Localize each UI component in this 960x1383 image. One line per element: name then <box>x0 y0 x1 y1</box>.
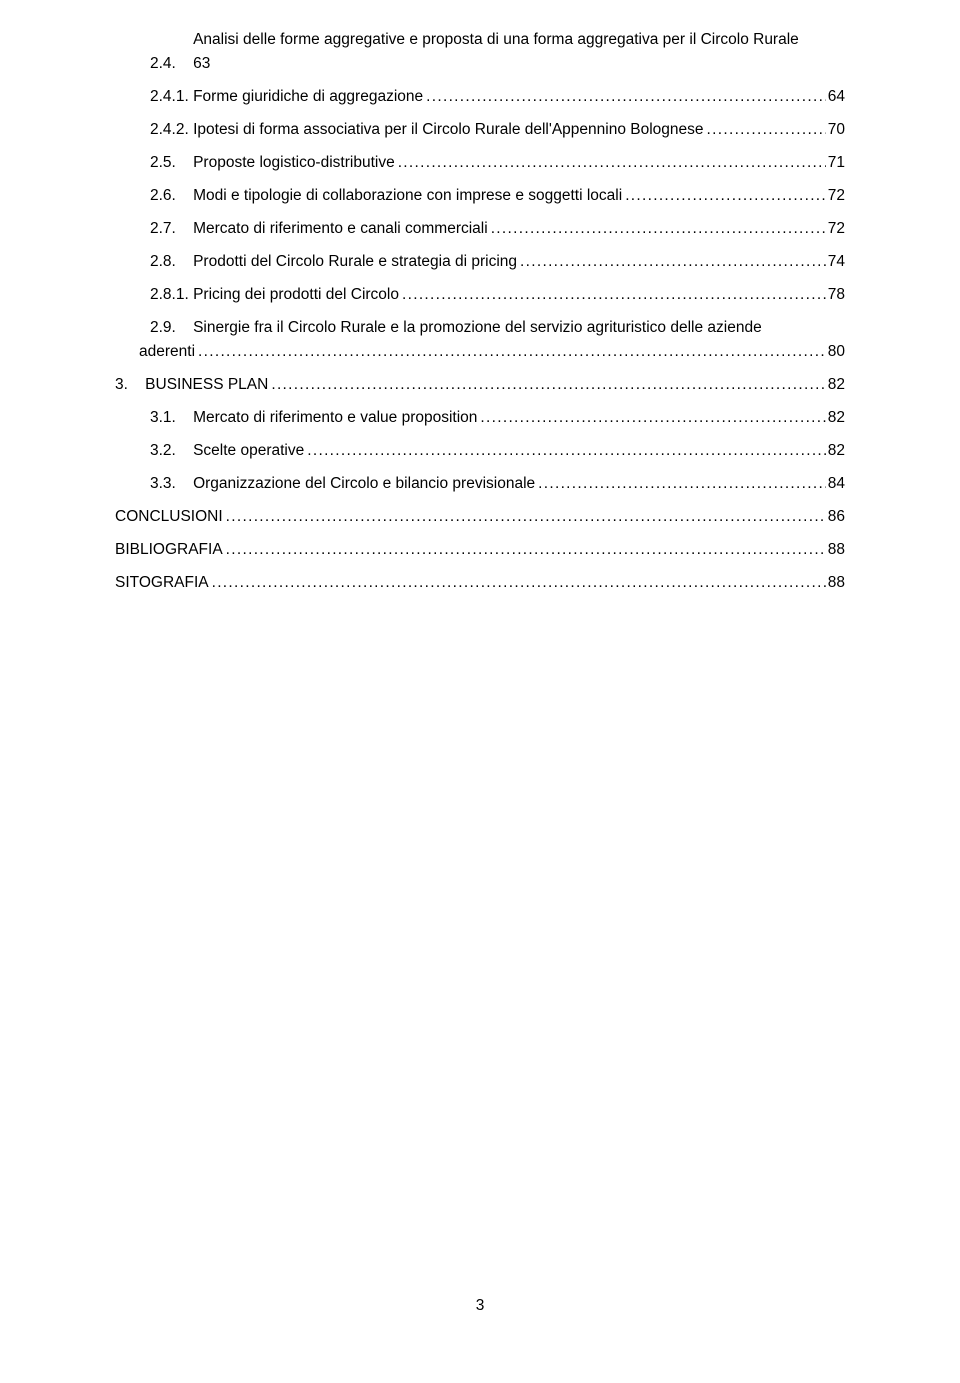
toc-page: 70 <box>826 118 845 142</box>
toc-leader: ........................................… <box>268 373 825 397</box>
toc-label: Mercato di riferimento e value propositi… <box>193 406 477 430</box>
toc-leader: ........................................… <box>704 118 826 142</box>
toc-number: 3.1. <box>150 406 193 430</box>
toc-number: 2.5. <box>150 151 193 175</box>
toc-number: 3.3. <box>150 472 193 496</box>
toc-label: BUSINESS PLAN <box>145 373 268 397</box>
toc-label: CONCLUSIONI <box>115 505 223 529</box>
toc-label: 2.4.2. Ipotesi di forma associativa per … <box>150 118 704 142</box>
toc-page: 80 <box>826 340 845 364</box>
toc-leader: ........................................… <box>423 85 826 109</box>
toc-entry: 2.4. Analisi delle forme aggregative e p… <box>115 28 845 76</box>
toc-number: 2.9. <box>150 316 193 340</box>
toc-entry: 2.9. Sinergie fra il Circolo Rurale e la… <box>115 316 845 364</box>
toc-entry: 2.4.1. Forme giuridiche di aggregazione.… <box>115 85 845 109</box>
toc-page: 72 <box>826 184 845 208</box>
toc-leader: ........................................… <box>395 151 826 175</box>
toc-entry: 3. BUSINESS PLAN........................… <box>115 373 845 397</box>
toc-page: 88 <box>826 538 845 562</box>
toc-label: SITOGRAFIA <box>115 571 209 595</box>
toc-leader: ........................................… <box>535 472 826 496</box>
toc-leader: ........................................… <box>477 406 825 430</box>
toc-entry: 3.1. Mercato di riferimento e value prop… <box>115 406 845 430</box>
toc-label: 63 <box>193 52 845 76</box>
toc-number: 3. <box>115 373 145 397</box>
toc-entry: 2.5. Proposte logistico-distributive....… <box>115 151 845 175</box>
toc-label: Modi e tipologie di collaborazione con i… <box>193 184 622 208</box>
toc-leader: ........................................… <box>517 250 826 274</box>
toc-leader: ........................................… <box>304 439 826 463</box>
toc-page: 82 <box>826 406 845 430</box>
toc-label: 2.8.1. Pricing dei prodotti del Circolo <box>150 283 399 307</box>
toc-entry: SITOGRAFIA..............................… <box>115 571 845 595</box>
toc-label: Scelte operative <box>193 439 304 463</box>
toc-page: 71 <box>826 151 845 175</box>
toc-label: aderenti <box>139 340 195 364</box>
toc-label: Organizzazione del Circolo e bilancio pr… <box>193 472 535 496</box>
toc-entry: 3.3. Organizzazione del Circolo e bilanc… <box>115 472 845 496</box>
toc-number: 3.2. <box>150 439 193 463</box>
toc-leader: ........................................… <box>223 505 826 529</box>
toc-page: 86 <box>826 505 845 529</box>
toc-page: 88 <box>826 571 845 595</box>
toc-number: 2.4. <box>150 52 193 76</box>
toc-entry: 2.4.2. Ipotesi di forma associativa per … <box>115 118 845 142</box>
toc-label: Analisi delle forme aggregative e propos… <box>193 28 845 52</box>
toc-label: Mercato di riferimento e canali commerci… <box>193 217 488 241</box>
toc-entry: BIBLIOGRAFIA............................… <box>115 538 845 562</box>
toc-leader: ........................................… <box>488 217 826 241</box>
toc-entry: 2.7. Mercato di riferimento e canali com… <box>115 217 845 241</box>
toc-label: 2.4.1. Forme giuridiche di aggregazione <box>150 85 423 109</box>
toc-label: Sinergie fra il Circolo Rurale e la prom… <box>193 316 762 340</box>
toc-leader: ........................................… <box>622 184 826 208</box>
toc-number: 2.7. <box>150 217 193 241</box>
toc-page: 74 <box>826 250 845 274</box>
toc-label: Prodotti del Circolo Rurale e strategia … <box>193 250 517 274</box>
toc-page: 84 <box>826 472 845 496</box>
toc-leader: ........................................… <box>209 571 826 595</box>
page-number: 3 <box>0 1297 960 1315</box>
toc-number: 2.6. <box>150 184 193 208</box>
toc-entry: CONCLUSIONI.............................… <box>115 505 845 529</box>
toc-entry: 2.8. Prodotti del Circolo Rurale e strat… <box>115 250 845 274</box>
toc-page: 64 <box>826 85 845 109</box>
toc-label: Proposte logistico-distributive <box>193 151 395 175</box>
toc-entry: 2.8.1. Pricing dei prodotti del Circolo.… <box>115 283 845 307</box>
toc-number: 2.8. <box>150 250 193 274</box>
toc-leader: ........................................… <box>399 283 826 307</box>
toc-leader: ........................................… <box>195 340 826 364</box>
toc-leader: ........................................… <box>223 538 826 562</box>
toc-page: 82 <box>826 439 845 463</box>
table-of-contents: 2.4. Analisi delle forme aggregative e p… <box>115 28 845 595</box>
toc-label: BIBLIOGRAFIA <box>115 538 223 562</box>
toc-page: 82 <box>826 373 845 397</box>
toc-page: 78 <box>826 283 845 307</box>
toc-page: 72 <box>826 217 845 241</box>
toc-entry: 2.6. Modi e tipologie di collaborazione … <box>115 184 845 208</box>
toc-entry: 3.2. Scelte operative...................… <box>115 439 845 463</box>
